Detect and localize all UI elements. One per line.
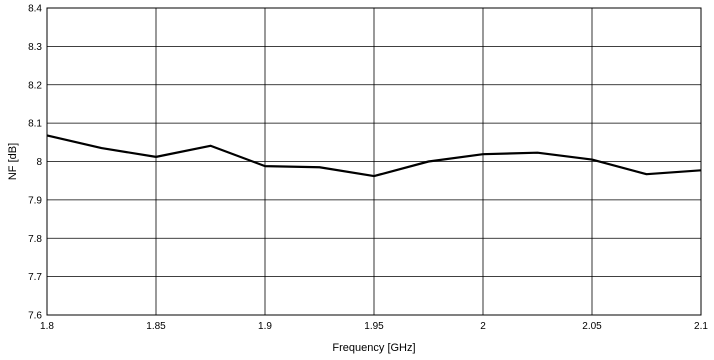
x-axis-label: Frequency [GHz] [332, 342, 415, 354]
y-tick-label: 7.8 [28, 234, 42, 245]
y-tick-label: 8 [36, 157, 42, 168]
x-tick-label: 1.95 [364, 321, 384, 332]
y-tick-label: 7.6 [28, 311, 42, 322]
y-tick-label: 8.2 [28, 80, 42, 91]
y-tick-label: 7.9 [28, 195, 42, 206]
y-tick-label: 8.4 [28, 4, 42, 15]
y-tick-label: 8.1 [28, 119, 42, 130]
y-tick-labels: 7.6 7.7 7.8 7.9 8 8.1 8.2 8.3 8.4 [28, 4, 42, 322]
nf-series-line [46, 134, 702, 178]
grid-lines [46, 7, 702, 316]
y-tick-label: 8.3 [28, 42, 42, 53]
x-tick-label: 1.8 [40, 321, 54, 332]
x-tick-label: 2.05 [582, 321, 602, 332]
plot-frame [46, 7, 702, 316]
x-tick-labels: 1.8 1.85 1.9 1.95 2 2.05 2.1 [40, 321, 708, 332]
x-tick-label: 2.1 [694, 321, 708, 332]
x-tick-label: 1.85 [146, 321, 166, 332]
series-layer [46, 134, 702, 178]
y-axis-label: NF [dB] [7, 143, 19, 180]
y-tick-label: 7.7 [28, 272, 42, 283]
x-tick-label: 2 [480, 321, 486, 332]
x-tick-label: 1.9 [258, 321, 272, 332]
